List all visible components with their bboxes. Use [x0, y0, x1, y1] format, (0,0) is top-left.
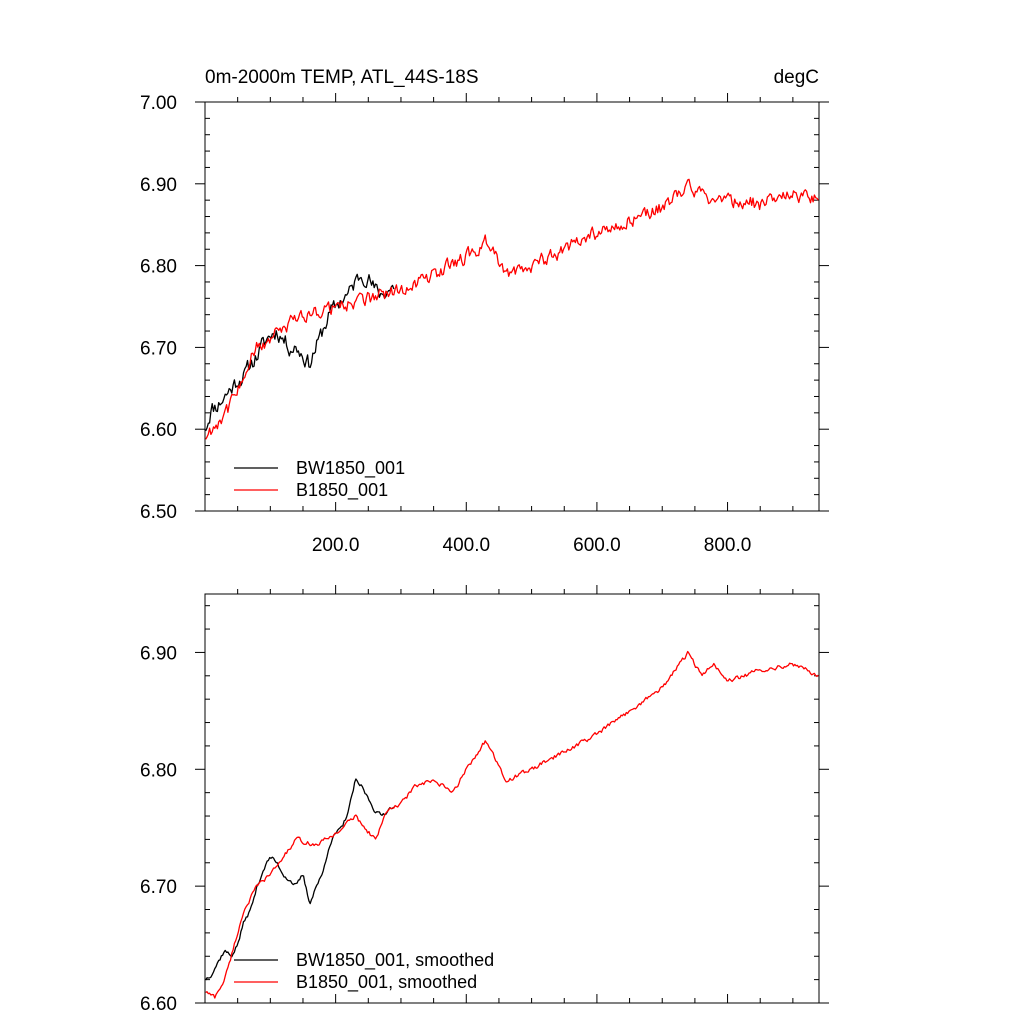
top-panel-units: degC — [774, 67, 819, 88]
bottom-axes: 6.60 6.70 6.80 6.90 — [140, 585, 829, 1015]
bottom-y-tick-label: 6.70 — [140, 877, 177, 898]
top-series — [205, 178, 819, 440]
legend-label-bw1850: BW1850_001 — [296, 458, 405, 479]
top-series-line-bw1850-001 — [205, 273, 395, 432]
bottom-panel: 6.60 6.70 6.80 6.90 BW1850_001, smoothed B1… — [140, 585, 829, 1015]
top-panel-title: 0m-2000m TEMP, ATL_44S-18S — [205, 67, 479, 88]
bottom-y-tick-label: 6.60 — [140, 994, 177, 1015]
legend-label-bw1850-smoothed: BW1850_001, smoothed — [296, 950, 494, 971]
bottom-panel-frame — [204, 593, 820, 1004]
top-axes: 200.0 400.0 600.0 800.0 6.50 6.60 6.70 6.80 6.90… — [140, 93, 829, 556]
top-series-line-b1850-001 — [205, 178, 819, 440]
bottom-series-line-bw1850-001-smoothed — [205, 778, 395, 981]
top-y-tick-label: 6.60 — [140, 420, 177, 441]
bottom-y-tick-label: 6.80 — [140, 760, 177, 781]
bottom-series — [205, 650, 819, 999]
bottom-legend: BW1850_001, smoothed B1850_001, smoothed — [234, 950, 494, 993]
bottom-series-line-b1850-001-smoothed — [205, 650, 819, 999]
top-x-tick-label: 400.0 — [443, 535, 491, 556]
top-panel: 0m-2000m TEMP, ATL_44S-18S degC 200.0 400… — [140, 67, 829, 556]
top-legend: BW1850_001 B1850_001 — [234, 458, 405, 501]
legend-label-b1850: B1850_001 — [296, 480, 388, 501]
top-y-tick-label: 7.00 — [140, 93, 177, 114]
top-x-tick-label: 800.0 — [704, 535, 752, 556]
top-y-tick-label: 6.80 — [140, 257, 177, 278]
top-panel-frame — [204, 101, 820, 512]
bottom-y-tick-label: 6.90 — [140, 643, 177, 664]
top-y-tick-label: 6.70 — [140, 338, 177, 359]
legend-label-b1850-smoothed: B1850_001, smoothed — [296, 972, 477, 993]
top-x-tick-label: 600.0 — [573, 535, 621, 556]
top-y-tick-label: 6.90 — [140, 175, 177, 196]
top-x-tick-label: 200.0 — [312, 535, 360, 556]
top-y-tick-label: 6.50 — [140, 502, 177, 523]
